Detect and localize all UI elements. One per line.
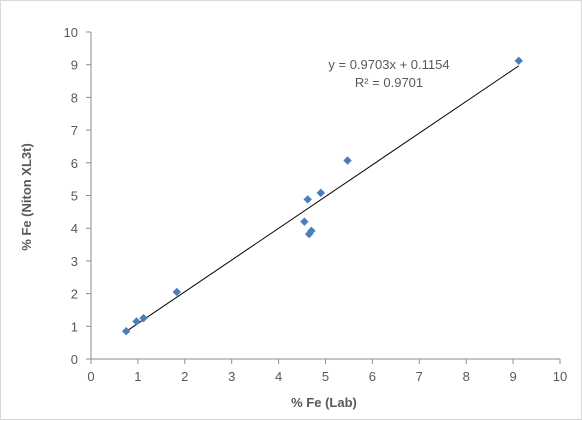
data-point [303, 195, 312, 204]
x-tick-label: 9 [509, 369, 516, 384]
y-tick-label: 2 [71, 287, 78, 302]
x-axis-title: % Fe (Lab) [291, 395, 357, 410]
data-point [300, 217, 309, 226]
data-point [139, 313, 148, 323]
y-tick-label: 6 [71, 156, 78, 171]
data-point [316, 188, 326, 198]
x-tick-label: 3 [228, 369, 235, 384]
y-tick-label: 10 [64, 25, 78, 40]
y-tick-label: 3 [71, 254, 78, 269]
r-squared-label: R² = 0.9701 [355, 75, 423, 90]
x-tick-label: 8 [463, 369, 470, 384]
x-tick-label: 5 [322, 369, 329, 384]
data-point [121, 327, 131, 336]
y-tick-label: 8 [71, 90, 78, 105]
data-point [132, 317, 141, 326]
data-point [343, 156, 352, 165]
y-tick-label: 4 [71, 221, 78, 236]
x-tick-label: 0 [87, 369, 94, 384]
trendline-group [125, 65, 520, 332]
y-tick-label: 5 [71, 189, 78, 204]
data-point [514, 56, 523, 65]
data-points [121, 56, 523, 336]
axes [86, 31, 561, 364]
y-tick-label: 1 [71, 319, 78, 334]
x-tick-label: 7 [416, 369, 423, 384]
x-tick-label: 4 [275, 369, 282, 384]
data-point [307, 226, 316, 236]
x-tick-label: 2 [181, 369, 188, 384]
y-tick-label: 0 [71, 352, 78, 367]
tick-labels: 0 1 2 3 4 5 6 7 8 9 10 0 1 2 3 4 5 6 7 8 9 10 [64, 25, 568, 384]
y-tick-label: 9 [71, 58, 78, 73]
y-axis-title: % Fe (Niton XL3t) [19, 143, 34, 251]
y-tick-label: 7 [71, 123, 78, 138]
trendline-equation: y = 0.9703x + 0.1154 [328, 57, 449, 72]
trendline [125, 65, 520, 332]
data-point [304, 229, 314, 239]
x-tick-label: 10 [553, 369, 567, 384]
x-tick-label: 1 [134, 369, 141, 384]
data-point [172, 287, 182, 297]
x-tick-label: 6 [369, 369, 376, 384]
